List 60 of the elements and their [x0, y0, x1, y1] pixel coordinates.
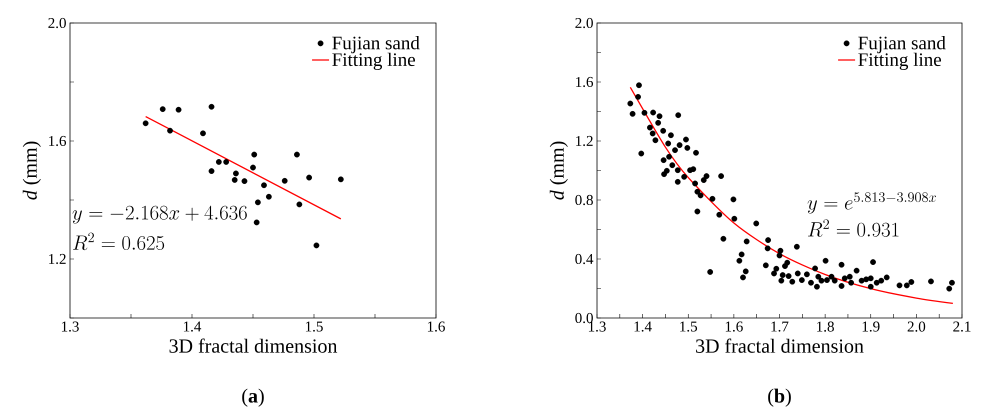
point	[250, 164, 256, 170]
y-tick-label: 0.8	[575, 194, 593, 206]
x-tick-label: 1.9	[862, 322, 880, 332]
x-tick-label: 1.5	[680, 322, 698, 332]
point	[232, 177, 238, 183]
point	[254, 220, 260, 226]
annotation: $R^{2} = 0.931$	[808, 219, 898, 237]
y-tick-label: 1.6	[576, 76, 594, 88]
y-axis-title: d (mm)	[550, 142, 568, 200]
point	[338, 176, 344, 182]
x-tick-label: 1.3	[588, 322, 606, 332]
x-tick-label: 1.6	[726, 322, 743, 332]
point	[261, 182, 267, 188]
x-tick-label: 1.5	[306, 322, 323, 332]
x-axis-title: 3D fractal dimension	[696, 338, 864, 353]
annotation: $R^{2} = 0.625$	[73, 232, 164, 250]
point	[282, 178, 288, 184]
point	[208, 104, 214, 110]
point	[200, 130, 206, 136]
y-axis-title: d (mm)	[22, 142, 41, 200]
point	[266, 194, 272, 200]
x-tick-label: 1.4	[634, 322, 652, 332]
legend-label: Fujian sand	[858, 36, 946, 54]
point	[242, 178, 248, 184]
point	[251, 152, 258, 158]
x-axis-title: 3D fractal dimension	[170, 338, 338, 353]
point	[176, 106, 182, 113]
annotation: $y = -2.168x + 4.636$	[72, 206, 247, 224]
point	[223, 159, 230, 165]
point	[306, 174, 312, 180]
x-tick-label: 1.8	[817, 322, 834, 332]
point	[167, 128, 173, 134]
x-tick-label: 1.3	[62, 322, 79, 332]
x-tick-label: 2.1	[953, 322, 970, 332]
x-tick-label: 1.7	[771, 322, 788, 332]
point	[254, 199, 261, 206]
y-tick-label: 0.4	[575, 254, 594, 264]
text: (b)	[768, 388, 791, 407]
y-tick-label: 1.2	[49, 254, 66, 264]
point	[160, 106, 166, 112]
point	[296, 202, 302, 208]
x-tick-label: 1.6	[428, 322, 445, 332]
y-tick-label: 1.2	[576, 136, 593, 146]
point	[233, 170, 239, 176]
y-tick-label: 2.0	[575, 18, 593, 28]
annotation: $y = e^{5.813-3.908x}$	[808, 192, 936, 214]
y-tick-label: 1.6	[49, 136, 66, 146]
legend-label: Fujian sand	[332, 36, 420, 54]
point	[216, 159, 222, 165]
point	[314, 242, 320, 248]
x-tick-label: 2.0	[908, 322, 926, 332]
legend-label: Fitting line	[858, 52, 942, 70]
point	[142, 120, 149, 126]
x-tick-label: 1.4	[184, 322, 202, 332]
y-tick-label: 2.0	[48, 18, 66, 28]
point	[294, 152, 300, 158]
legend-label: Fitting line	[332, 52, 415, 70]
y-tick-label: 0.0	[575, 312, 593, 324]
point	[208, 168, 214, 174]
text: (a)	[242, 388, 264, 407]
